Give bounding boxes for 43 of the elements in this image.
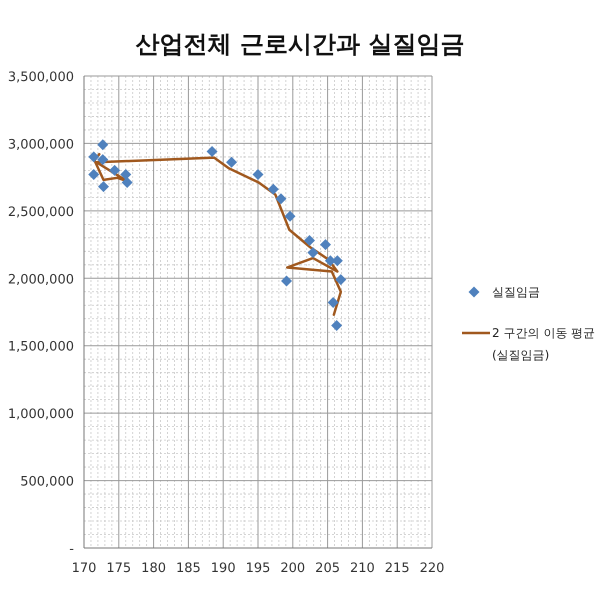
y-tick-label: 2,500,000 xyxy=(8,204,74,220)
x-tick-label: 205 xyxy=(315,561,340,576)
y-tick-label: 1,500,000 xyxy=(8,340,74,355)
x-tick-label: 210 xyxy=(350,561,375,576)
x-tick-label: 175 xyxy=(106,561,132,576)
y-tick-label: 3,500,000 xyxy=(8,70,74,85)
x-tick-label: 195 xyxy=(246,561,270,576)
point xyxy=(88,151,100,162)
point xyxy=(122,177,133,188)
point xyxy=(98,181,109,192)
point xyxy=(320,239,332,250)
chart-title: 산업전체 근로시간과 실질임금 xyxy=(136,30,464,58)
legend-label: 실질임금 xyxy=(492,284,540,301)
point xyxy=(206,146,218,158)
legend-label: 2 구간의 이동 평균 (실질임금) xyxy=(492,325,596,364)
point xyxy=(109,164,120,176)
point xyxy=(304,235,316,246)
point xyxy=(226,156,238,168)
x-tick-label: 190 xyxy=(210,561,236,576)
point xyxy=(281,275,292,286)
point xyxy=(97,154,108,166)
point xyxy=(120,168,132,180)
y-tick-label: 2,000,000 xyxy=(8,272,74,288)
point xyxy=(335,274,346,286)
point xyxy=(275,193,286,204)
x-tick-label: 180 xyxy=(141,561,166,576)
y-tick-label: - xyxy=(69,542,74,557)
point xyxy=(307,247,318,258)
point xyxy=(331,320,342,331)
point xyxy=(328,297,339,308)
point xyxy=(284,210,296,222)
point xyxy=(252,168,264,180)
y-tick-label: 1,000,000 xyxy=(8,407,74,422)
point xyxy=(97,139,108,150)
point xyxy=(268,184,279,195)
y-tick-label: 500,000 xyxy=(20,474,74,490)
x-tick-label: 215 xyxy=(384,561,410,576)
x-tick-label: 185 xyxy=(176,561,201,576)
x-tick-label: 200 xyxy=(280,561,306,576)
point xyxy=(88,168,100,180)
x-tick-label: 170 xyxy=(72,561,96,576)
y-tick-label: 3,000,000 xyxy=(8,137,74,152)
x-tick-label: 220 xyxy=(420,561,444,576)
